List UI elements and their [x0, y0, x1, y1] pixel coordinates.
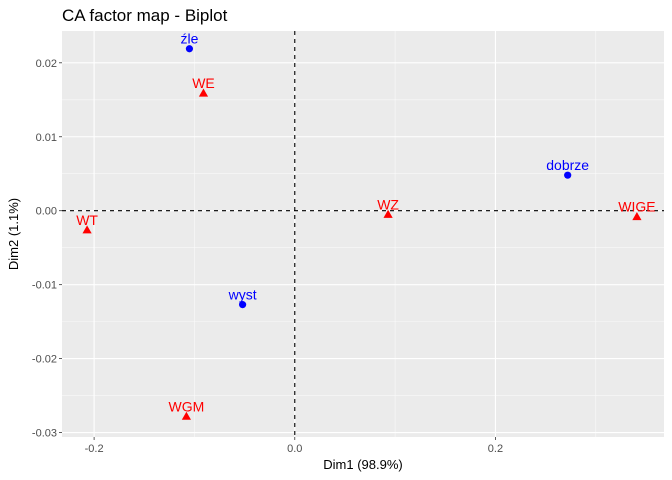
point-label: WZ [377, 196, 399, 212]
point-marker-circle [564, 171, 572, 179]
chart-title: CA factor map - Biplot [62, 6, 228, 25]
x-tick-label: -0.2 [85, 443, 104, 455]
y-axis-label: Dim2 (1.1%) [6, 198, 21, 270]
major-gridlines [62, 31, 664, 437]
point-label: WIGE [618, 199, 655, 215]
y-tick-label: 0.01 [36, 132, 57, 144]
x-axis-ticks: -0.2 0.0 0.2 [85, 437, 503, 455]
y-tick-label: 0.00 [36, 206, 57, 218]
point-label: WGM [169, 398, 205, 414]
x-tick-label: 0.0 [287, 443, 302, 455]
point-label: WT [76, 212, 98, 228]
x-tick-label: 0.2 [488, 443, 503, 455]
point-marker-triangle [181, 411, 192, 420]
point-label: WE [192, 75, 215, 91]
point-marker-circle [239, 301, 247, 309]
point-label: dobrze [546, 157, 589, 173]
point-marker-triangle [632, 212, 642, 221]
y-tick-label: -0.03 [32, 428, 57, 440]
y-tick-label: -0.01 [32, 280, 57, 292]
y-tick-label: 0.02 [36, 58, 57, 70]
point-label: wyst [228, 287, 257, 303]
plot-panel [62, 31, 664, 437]
point-marker-circle [185, 45, 194, 53]
point-marker-triangle [198, 88, 209, 97]
y-tick-label: -0.02 [32, 354, 57, 366]
point-marker-triangle [383, 209, 393, 218]
y-axis-ticks: -0.03 -0.02 -0.01 0.00 0.01 0.02 [32, 58, 62, 440]
x-axis-label: Dim1 (98.9%) [323, 457, 402, 472]
minor-gridlines [62, 31, 664, 437]
data-points: źle dobrze wyst WE WT WZ WIGE WGM [76, 31, 656, 420]
point-marker-triangle [82, 225, 92, 234]
reference-lines [62, 31, 664, 437]
point-label: źle [180, 31, 198, 47]
